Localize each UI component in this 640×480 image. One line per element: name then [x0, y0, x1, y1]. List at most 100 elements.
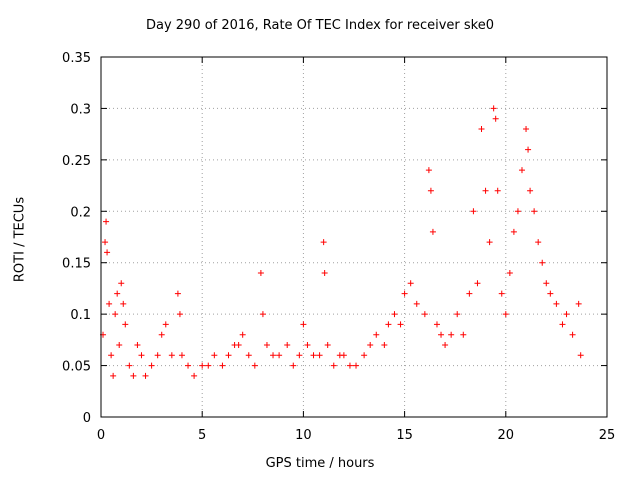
- data-point: [120, 300, 127, 307]
- y-tick-label: 0: [83, 411, 91, 426]
- data-point: [429, 228, 436, 235]
- data-point: [547, 290, 554, 297]
- data-point: [531, 208, 538, 215]
- data-point: [290, 362, 297, 369]
- data-point: [506, 270, 513, 276]
- data-point: [296, 352, 303, 359]
- y-tick-label: 0.15: [62, 257, 91, 272]
- data-point: [130, 372, 137, 379]
- data-point: [569, 331, 576, 338]
- data-point: [460, 331, 467, 338]
- data-point: [162, 321, 169, 328]
- x-tick-label: 20: [498, 428, 515, 443]
- data-point: [112, 311, 119, 318]
- data-point: [148, 362, 155, 369]
- x-tick-label: 10: [295, 428, 312, 443]
- x-axis-label: GPS time / hours: [265, 456, 375, 471]
- data-point: [106, 300, 113, 307]
- data-point: [385, 321, 392, 328]
- y-tick-label: 0.2: [70, 205, 91, 220]
- data-point: [122, 321, 129, 328]
- data-point: [205, 362, 212, 369]
- x-tick-label: 5: [198, 428, 206, 443]
- data-point: [474, 280, 481, 287]
- y-tick-label: 0.05: [62, 360, 91, 375]
- data-point: [425, 167, 432, 174]
- data-point: [239, 331, 246, 338]
- data-point: [407, 280, 414, 287]
- data-point: [108, 352, 115, 359]
- data-point: [276, 352, 283, 359]
- data-point: [494, 187, 501, 194]
- axis-ticks: 0 5 10 15 20 25 0 0.05 0.1 0.15 0.2 0.25 0.3 0.35: [62, 51, 615, 443]
- grid-lines: [101, 57, 607, 417]
- y-tick-label: 0.35: [62, 51, 91, 66]
- data-point: [320, 239, 327, 246]
- data-point: [138, 352, 145, 359]
- data-point: [492, 115, 499, 122]
- data-point: [373, 331, 380, 338]
- data-point: [168, 352, 175, 359]
- data-point: [245, 352, 252, 359]
- data-point: [543, 280, 550, 287]
- data-point: [478, 126, 485, 132]
- data-point: [470, 208, 477, 215]
- data-point: [535, 239, 542, 246]
- data-point: [346, 362, 353, 369]
- x-tick-label: 25: [599, 428, 616, 443]
- data-point: [454, 311, 461, 318]
- data-point: [575, 300, 582, 307]
- data-point: [527, 187, 534, 194]
- data-point: [176, 311, 183, 318]
- data-point: [284, 342, 291, 348]
- data-point: [559, 321, 566, 328]
- data-point: [185, 362, 192, 369]
- data-point: [114, 290, 121, 297]
- data-point: [154, 352, 161, 359]
- data-point: [413, 300, 420, 307]
- data-point: [498, 290, 505, 297]
- data-point: [174, 290, 181, 297]
- data-point: [518, 167, 525, 174]
- data-point: [427, 187, 434, 194]
- data-point: [259, 311, 266, 318]
- data-point: [514, 208, 521, 215]
- data-point: [367, 342, 374, 348]
- data-point: [235, 342, 242, 348]
- data-point: [466, 290, 473, 297]
- data-point: [142, 372, 149, 379]
- data-point: [103, 218, 110, 225]
- data-point: [502, 311, 509, 318]
- data-point: [304, 342, 311, 348]
- data-point: [270, 352, 277, 359]
- data-points: [100, 105, 584, 379]
- data-point: [104, 249, 111, 256]
- data-point: [482, 187, 489, 194]
- data-point: [316, 352, 323, 359]
- data-point: [577, 352, 584, 359]
- data-point: [310, 352, 317, 359]
- data-point: [158, 331, 165, 338]
- data-point: [300, 321, 307, 328]
- chart-title: Day 290 of 2016, Rate Of TEC Index for r…: [145, 18, 495, 33]
- data-point: [219, 362, 226, 369]
- data-point: [263, 342, 270, 348]
- data-point: [199, 362, 206, 369]
- plot-frame: [100, 56, 608, 418]
- data-point: [225, 352, 232, 359]
- data-point: [330, 362, 337, 369]
- data-point: [438, 331, 445, 338]
- data-point: [525, 146, 532, 153]
- data-point: [324, 342, 331, 348]
- y-tick-label: 0.1: [70, 308, 91, 323]
- data-point: [118, 280, 125, 287]
- data-point: [433, 321, 440, 328]
- x-tick-label: 0: [97, 428, 105, 443]
- data-point: [178, 352, 185, 359]
- data-point: [553, 300, 560, 307]
- data-point: [191, 372, 198, 379]
- x-tick-label: 15: [396, 428, 413, 443]
- y-tick-label: 0.25: [62, 154, 91, 169]
- data-point: [486, 239, 493, 246]
- data-point: [251, 362, 258, 369]
